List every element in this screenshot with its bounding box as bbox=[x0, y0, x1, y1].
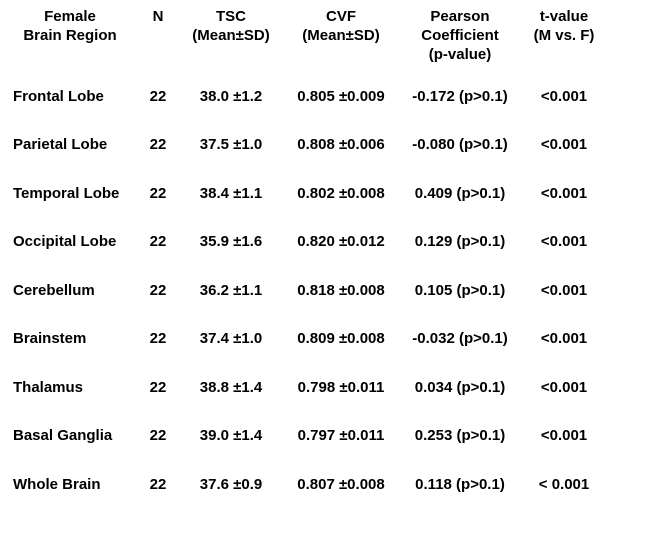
cell-cvf: 0.820 ±0.012 bbox=[297, 233, 385, 251]
cell-tvalue: <0.001 bbox=[540, 136, 588, 154]
cell-cvf: 0.808 ±0.006 bbox=[297, 136, 385, 154]
cell-tsc: 36.2 ±1.1 bbox=[199, 281, 263, 299]
cell-pearson: 0.253 (p>0.1) bbox=[414, 427, 506, 445]
cell-n: 22 bbox=[149, 281, 167, 299]
header-line: (p-value) bbox=[428, 46, 492, 63]
header-line: t-value bbox=[539, 8, 589, 25]
cell-tvalue: <0.001 bbox=[540, 378, 588, 396]
cell-pearson: 0.409 (p>0.1) bbox=[414, 184, 506, 202]
table-row-thalamus: Thalamus 22 38.8 ±1.4 0.798 ±0.011 0.034… bbox=[0, 363, 604, 412]
cell-tsc: 37.4 ±1.0 bbox=[199, 330, 263, 348]
cell-pearson: -0.080 (p>0.1) bbox=[412, 136, 508, 154]
cell-tvalue: <0.001 bbox=[540, 184, 588, 202]
header-line: Pearson bbox=[430, 8, 490, 25]
table-row-basal-ganglia: Basal Ganglia 22 39.0 ±1.4 0.797 ±0.011 … bbox=[0, 412, 604, 461]
column-header-n: N bbox=[140, 0, 176, 72]
cell-n: 22 bbox=[149, 330, 167, 348]
cell-pearson: 0.118 (p>0.1) bbox=[415, 475, 505, 493]
cell-pearson: 0.034 (p>0.1) bbox=[414, 378, 506, 396]
cell-tsc: 37.5 ±1.0 bbox=[199, 136, 263, 154]
cell-n: 22 bbox=[149, 136, 167, 154]
cell-cvf: 0.797 ±0.011 bbox=[297, 427, 385, 445]
cell-region: Frontal Lobe bbox=[13, 87, 104, 105]
table-row-frontal-lobe: Frontal Lobe 22 38.0 ±1.2 0.805 ±0.009 -… bbox=[0, 72, 604, 121]
cell-tvalue: < 0.001 bbox=[538, 475, 590, 493]
cell-region: Thalamus bbox=[13, 378, 84, 396]
cell-tsc: 35.9 ±1.6 bbox=[199, 233, 263, 251]
table-row-whole-brain: Whole Brain 22 37.6 ±0.9 0.807 ±0.008 0.… bbox=[0, 460, 604, 509]
header-line: (Mean±SD) bbox=[302, 27, 380, 44]
header-line: Brain Region bbox=[23, 27, 117, 44]
header-line: Coefficient bbox=[421, 27, 499, 44]
cell-region: Temporal Lobe bbox=[13, 184, 120, 202]
cell-cvf: 0.798 ±0.011 bbox=[297, 378, 385, 396]
results-table: Female Brain Region N TSC (Mean±SD) CVF … bbox=[0, 0, 604, 509]
column-header-cvf: CVF (Mean±SD) bbox=[286, 0, 396, 72]
cell-n: 22 bbox=[149, 378, 167, 396]
cell-tsc: 38.0 ±1.2 bbox=[199, 87, 263, 105]
cell-n: 22 bbox=[149, 184, 167, 202]
cell-pearson: -0.032 (p>0.1) bbox=[412, 330, 508, 348]
column-header-region: Female Brain Region bbox=[0, 0, 140, 72]
cell-tvalue: <0.001 bbox=[540, 233, 588, 251]
column-header-pearson: Pearson Coefficient (p-value) bbox=[396, 0, 524, 72]
column-header-tvalue: t-value (M vs. F) bbox=[524, 0, 604, 72]
header-line: Female bbox=[44, 8, 96, 25]
table-row-parietal-lobe: Parietal Lobe 22 37.5 ±1.0 0.808 ±0.006 … bbox=[0, 121, 604, 170]
cell-n: 22 bbox=[149, 427, 167, 445]
header-row: Female Brain Region N TSC (Mean±SD) CVF … bbox=[0, 0, 604, 72]
cell-region: Cerebellum bbox=[13, 281, 95, 299]
cell-cvf: 0.807 ±0.008 bbox=[297, 475, 385, 493]
table-body: Frontal Lobe 22 38.0 ±1.2 0.805 ±0.009 -… bbox=[0, 72, 604, 509]
cell-pearson: 0.129 (p>0.1) bbox=[414, 233, 506, 251]
header-line: (Mean±SD) bbox=[192, 27, 270, 44]
cell-tvalue: <0.001 bbox=[540, 87, 588, 105]
cell-tsc: 37.6 ±0.9 bbox=[199, 475, 263, 493]
cell-tvalue: <0.001 bbox=[540, 281, 588, 299]
header-line: (M vs. F) bbox=[533, 27, 595, 44]
table-header: Female Brain Region N TSC (Mean±SD) CVF … bbox=[0, 0, 604, 72]
cell-region: Basal Ganglia bbox=[13, 427, 113, 445]
cell-pearson: 0.105 (p>0.1) bbox=[414, 281, 506, 299]
cell-tvalue: <0.001 bbox=[540, 427, 588, 445]
cell-region: Brainstem bbox=[13, 330, 87, 348]
cell-pearson: -0.172 (p>0.1) bbox=[412, 87, 508, 105]
cell-cvf: 0.805 ±0.009 bbox=[297, 87, 385, 105]
cell-cvf: 0.802 ±0.008 bbox=[297, 184, 385, 202]
cell-n: 22 bbox=[149, 233, 167, 251]
cell-tsc: 38.4 ±1.1 bbox=[199, 184, 263, 202]
table-row-brainstem: Brainstem 22 37.4 ±1.0 0.809 ±0.008 -0.0… bbox=[0, 315, 604, 364]
cell-region: Occipital Lobe bbox=[13, 233, 117, 251]
table-row-cerebellum: Cerebellum 22 36.2 ±1.1 0.818 ±0.008 0.1… bbox=[0, 266, 604, 315]
cell-n: 22 bbox=[149, 87, 167, 105]
cell-cvf: 0.818 ±0.008 bbox=[297, 281, 385, 299]
cell-n: 22 bbox=[149, 475, 167, 493]
cell-tsc: 38.8 ±1.4 bbox=[199, 378, 263, 396]
header-line: N bbox=[152, 8, 164, 25]
header-line: CVF bbox=[326, 8, 356, 25]
cell-cvf: 0.809 ±0.008 bbox=[297, 330, 385, 348]
cell-tvalue: <0.001 bbox=[540, 330, 588, 348]
header-line: TSC bbox=[216, 8, 246, 25]
cell-region: Parietal Lobe bbox=[13, 136, 108, 154]
cell-tsc: 39.0 ±1.4 bbox=[199, 427, 263, 445]
table-row-occipital-lobe: Occipital Lobe 22 35.9 ±1.6 0.820 ±0.012… bbox=[0, 218, 604, 267]
cell-region: Whole Brain bbox=[13, 475, 101, 493]
column-header-tsc: TSC (Mean±SD) bbox=[176, 0, 286, 72]
table-row-temporal-lobe: Temporal Lobe 22 38.4 ±1.1 0.802 ±0.008 … bbox=[0, 169, 604, 218]
